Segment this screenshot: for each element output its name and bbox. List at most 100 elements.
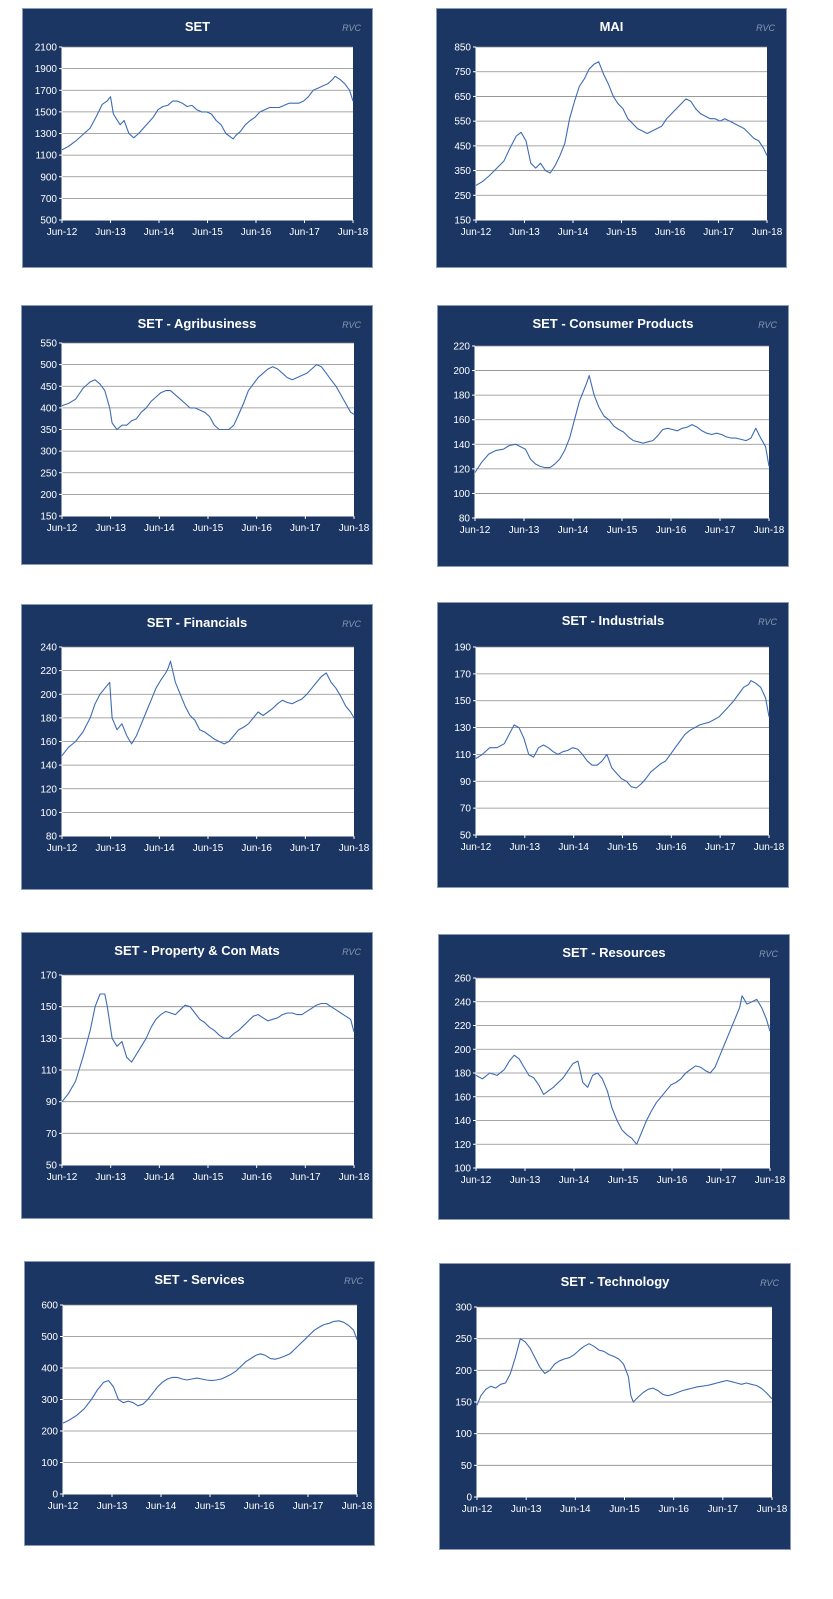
chart-title: SET - Services <box>154 1272 245 1287</box>
y-tick-label: 300 <box>41 1395 58 1406</box>
x-tick-label: Jun-15 <box>607 525 638 536</box>
y-tick-label: 200 <box>453 366 470 377</box>
x-tick-label: Jun-18 <box>757 1504 788 1515</box>
x-tick-label: Jun-13 <box>510 842 541 853</box>
y-tick-label: 200 <box>41 1427 58 1438</box>
y-tick-label: 50 <box>46 1161 58 1172</box>
y-tick-label: 90 <box>460 777 472 788</box>
y-tick-label: 200 <box>40 490 57 501</box>
y-tick-label: 140 <box>40 761 57 772</box>
x-tick-label: Jun-18 <box>755 1175 786 1186</box>
x-tick-label: Jun-13 <box>510 1175 541 1186</box>
x-tick-label: Jun-15 <box>609 1504 640 1515</box>
x-tick-label: Jun-14 <box>558 227 589 238</box>
y-tick-label: 300 <box>40 447 57 458</box>
x-tick-label: Jun-15 <box>193 523 224 534</box>
y-tick-label: 140 <box>454 1116 471 1127</box>
y-tick-label: 110 <box>455 750 471 761</box>
y-tick-label: 50 <box>461 1461 473 1472</box>
series-line <box>475 995 771 1145</box>
x-tick-label: Jun-15 <box>193 843 224 854</box>
x-tick-label: Jun-15 <box>193 1172 224 1183</box>
series-line <box>61 660 355 757</box>
x-tick-label: Jun-17 <box>705 525 736 536</box>
x-tick-label: Jun-16 <box>658 1504 689 1515</box>
y-tick-label: 220 <box>453 342 470 353</box>
chart-title: SET - Consumer Products <box>532 316 694 331</box>
x-tick-label: Jun-15 <box>608 1175 639 1186</box>
x-tick-label: Jun-14 <box>560 1504 591 1515</box>
y-tick-label: 550 <box>40 339 57 350</box>
watermark-label: RVC <box>756 23 775 33</box>
y-tick-label: 150 <box>40 1002 57 1013</box>
chart-panel: SET - Industrials RVC 50 70 90 110 130 150 170 19… <box>437 602 789 888</box>
y-tick-label: 500 <box>41 1332 58 1343</box>
y-tick-label: 450 <box>40 382 57 393</box>
x-tick-label: Jun-17 <box>290 523 321 534</box>
x-tick-label: Jun-16 <box>657 1175 688 1186</box>
y-tick-label: 1100 <box>35 151 57 162</box>
x-tick-label: Jun-12 <box>462 1504 493 1515</box>
plot-area <box>476 647 769 835</box>
x-tick-label: Jun-17 <box>293 1501 324 1512</box>
y-tick-label: 200 <box>454 1045 471 1056</box>
x-tick-label: Jun-16 <box>244 1501 275 1512</box>
y-tick-label: 350 <box>454 166 471 177</box>
chart-panel: SET - Agribusiness RVC 150 200 250 300 350 400 4… <box>21 305 373 565</box>
y-tick-label: 0 <box>466 1493 472 1504</box>
x-tick-label: Jun-18 <box>754 525 785 536</box>
chart-svg: 100 120 140 160 180 200 220 240 260 Jun-12 Jun-13 J… <box>454 974 786 1187</box>
chart-panel: SET RVC 500 700 900 1100 1300 1500 1700 1900 2100 J… <box>22 8 373 268</box>
y-tick-label: 300 <box>455 1303 472 1314</box>
y-tick-label: 1900 <box>35 64 58 75</box>
y-tick-label: 450 <box>454 141 471 152</box>
x-tick-label: Jun-15 <box>192 227 223 238</box>
x-tick-label: Jun-18 <box>342 1501 373 1512</box>
watermark-label: RVC <box>760 1278 779 1288</box>
watermark-label: RVC <box>758 617 777 627</box>
chart-title: SET - Resources <box>562 945 666 960</box>
y-tick-label: 400 <box>40 403 57 414</box>
y-tick-label: 0 <box>52 1490 58 1501</box>
y-tick-label: 260 <box>454 974 471 985</box>
chart-title: MAI <box>599 19 624 34</box>
x-tick-label: Jun-17 <box>703 227 734 238</box>
y-tick-label: 240 <box>454 997 471 1008</box>
plot-area <box>476 47 767 220</box>
chart-svg: 50 70 90 110 130 150 170 Jun-12 Jun-13 Jun-14 Jun-… <box>40 971 370 1184</box>
y-tick-label: 160 <box>453 415 470 426</box>
chart-panel: SET - Property & Con Mats RVC 50 70 90 110 130… <box>21 932 373 1219</box>
y-tick-label: 200 <box>455 1366 472 1377</box>
x-tick-label: Jun-14 <box>144 1172 175 1183</box>
y-tick-label: 220 <box>454 1021 471 1032</box>
y-tick-label: 150 <box>40 512 57 523</box>
x-tick-label: Jun-12 <box>47 523 78 534</box>
y-tick-label: 70 <box>46 1129 58 1140</box>
y-tick-label: 100 <box>41 1458 58 1469</box>
x-tick-label: Jun-13 <box>95 843 126 854</box>
y-tick-label: 120 <box>453 464 470 475</box>
chart-svg: 150 200 250 300 350 400 450 500 550 Jun-12 Jun-13 J… <box>40 339 369 535</box>
x-tick-label: Jun-18 <box>339 1172 370 1183</box>
x-tick-label: Jun-14 <box>146 1501 177 1512</box>
x-tick-label: Jun-14 <box>144 227 175 238</box>
y-tick-label: 150 <box>454 696 471 707</box>
watermark-label: RVC <box>342 320 361 330</box>
series-line <box>475 61 768 186</box>
y-tick-label: 900 <box>40 172 57 183</box>
x-tick-label: Jun-17 <box>706 1175 737 1186</box>
y-tick-label: 550 <box>454 117 471 128</box>
x-tick-label: Jun-13 <box>509 227 540 238</box>
x-tick-label: Jun-12 <box>460 525 491 536</box>
x-tick-label: Jun-14 <box>144 843 175 854</box>
x-tick-label: Jun-14 <box>559 1175 590 1186</box>
x-tick-label: Jun-12 <box>47 227 78 238</box>
x-tick-label: Jun-17 <box>289 227 320 238</box>
y-tick-label: 170 <box>40 971 57 982</box>
x-tick-label: Jun-12 <box>461 842 492 853</box>
watermark-label: RVC <box>344 1276 363 1286</box>
watermark-label: RVC <box>342 947 361 957</box>
series-line <box>476 1338 773 1406</box>
chart-svg: 0 100 200 300 400 500 600 Jun-12 Jun-13 Jun-14 Jun… <box>41 1301 373 1513</box>
